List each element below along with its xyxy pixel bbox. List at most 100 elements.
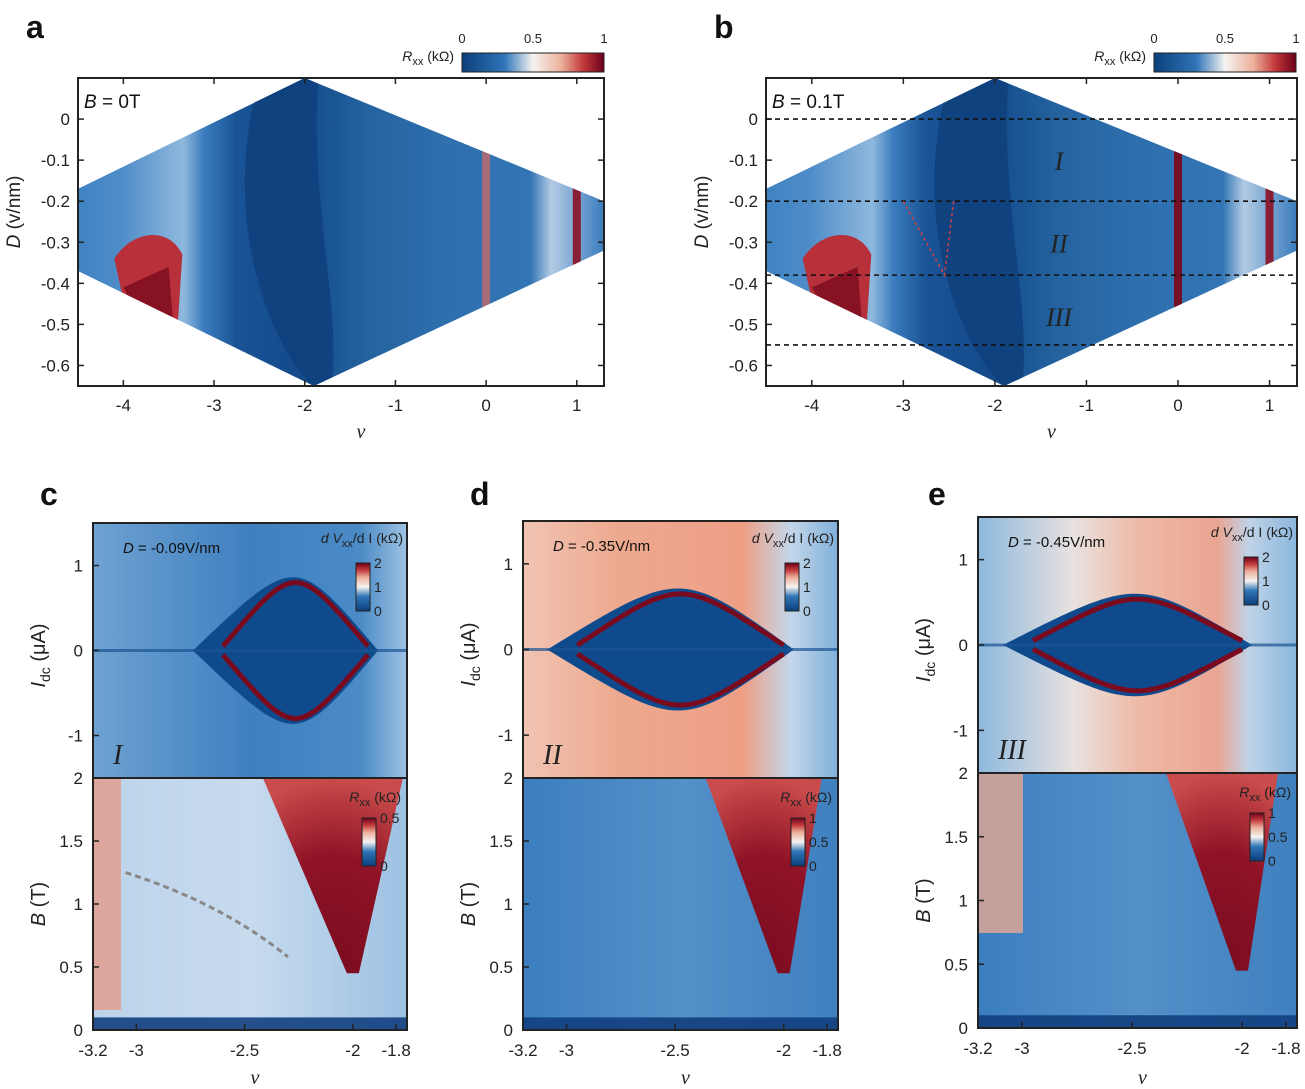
resistive-line-nu1 — [572, 78, 581, 386]
region-label: III — [1045, 303, 1073, 332]
resistive-line-nu1 — [1265, 78, 1274, 386]
y-tick-label: 1 — [74, 895, 83, 914]
top-y-axis-label: Idc (μA) — [458, 622, 483, 686]
x-tick-label: -2 — [987, 396, 1002, 415]
y-tick-label: 1.5 — [59, 832, 83, 851]
x-tick-label: 0 — [481, 396, 490, 415]
top-colorbar — [784, 562, 800, 612]
y-tick-label: 0 — [61, 110, 70, 129]
x-tick-label: 0 — [1173, 396, 1182, 415]
colorbar-tick-label: 0 — [374, 603, 382, 619]
bottom-colorbar — [1249, 812, 1265, 862]
x-axis-label: ν — [1047, 421, 1056, 443]
y-tick-label: -0.1 — [41, 151, 70, 170]
colorbar-tick-label: 2 — [374, 555, 382, 571]
y-tick-label: -0.4 — [41, 274, 70, 293]
x-tick-label: -1.8 — [382, 1041, 411, 1060]
region-label: I — [112, 740, 124, 771]
top-colorbar — [355, 562, 371, 612]
y-tick-label: 1 — [74, 557, 83, 576]
top-colorbar — [1243, 556, 1259, 606]
y-axis-label: D (v/nm) — [4, 176, 25, 249]
panel-c: -3.2 -3 -2.5 -2 -1.8 ν 1 0 -1 2 1.5 1 0.5 0 Idc (μA) B … — [28, 476, 411, 1089]
panel-e: -3.2 -3 -2.5 -2 -1.8 ν 1 0 -1 2 1.5 1 0.5 0 Idc (μA) B … — [913, 476, 1301, 1089]
low-field-dark-band — [523, 1017, 838, 1030]
displacement-annotation: D = -0.35V/nm — [553, 538, 650, 555]
top-colorbar-label: d Vxx/d I (kΩ) — [752, 530, 834, 550]
y-tick-label: 0 — [749, 110, 758, 129]
y-tick-label: -0.4 — [729, 274, 758, 293]
colorbar — [1153, 52, 1297, 73]
x-tick-label: 1 — [1265, 396, 1274, 415]
x-tick-label: -2.5 — [230, 1041, 259, 1060]
colorbar — [461, 52, 605, 73]
x-tick-label: -2 — [345, 1041, 360, 1060]
colorbar-tick-label: 1 — [803, 579, 811, 595]
x-tick-label: -2.5 — [1117, 1039, 1146, 1058]
bottom-y-axis-label: B (T) — [28, 882, 50, 926]
x-tick-label: -4 — [804, 396, 819, 415]
y-tick-label: -0.2 — [729, 192, 758, 211]
heatmap-region — [78, 78, 604, 386]
y-tick-label: 0 — [504, 1021, 513, 1040]
x-tick-label: -1 — [388, 396, 403, 415]
panel-a: -4 -3 -2 -1 0 1 0 -0.1 -0.2 -0.3 -0.4 -0.5 -0.6 ν D (v… — [4, 9, 608, 443]
x-tick-label: -1.8 — [1271, 1039, 1300, 1058]
y-tick-label: -0.3 — [729, 233, 758, 252]
x-tick-label: -1 — [1079, 396, 1094, 415]
colorbar-tick-label: 1 — [1262, 573, 1270, 589]
y-tick-label: -0.1 — [729, 151, 758, 170]
region-label: II — [1049, 229, 1069, 258]
colorbar-tick-label: 1 — [1268, 805, 1276, 821]
plot-frame — [77, 77, 605, 387]
x-tick-label: -2 — [297, 396, 312, 415]
colorbar-tick-label: 0.5 — [1216, 31, 1234, 46]
x-axis-label: ν — [357, 421, 366, 443]
colorbar-tick-label: 0 — [1262, 597, 1270, 613]
y-tick-label: 0 — [74, 642, 83, 661]
colorbar-tick-label: 2 — [1262, 549, 1270, 565]
x-tick-label: -3 — [1014, 1039, 1029, 1058]
x-tick-label: -3.2 — [508, 1041, 537, 1060]
region-label: I — [1054, 147, 1065, 176]
top-colorbar-label: d Vxx/d I (kΩ) — [321, 530, 403, 550]
y-tick-label: -1 — [498, 726, 513, 745]
top-y-axis-label: Idc (μA) — [28, 623, 53, 687]
y-tick-label: 0 — [74, 1021, 83, 1040]
region-label: II — [542, 740, 563, 771]
critical-current-upper — [1031, 596, 1244, 643]
displacement-annotation: D = -0.45V/nm — [1008, 534, 1105, 551]
y-tick-label: 0.5 — [59, 958, 83, 977]
y-tick-label: 0 — [959, 1019, 968, 1038]
y-tick-label: 1 — [504, 555, 513, 574]
x-tick-label: -3.2 — [963, 1039, 992, 1058]
panel-label: b — [714, 9, 734, 45]
y-tick-label: 0.5 — [489, 958, 513, 977]
y-tick-label: 0.5 — [944, 955, 968, 974]
y-tick-label: 1 — [959, 892, 968, 911]
colorbar-label: Rxx (kΩ) — [402, 48, 454, 68]
displacement-annotation: D = -0.09V/nm — [123, 540, 220, 557]
plot-frame — [765, 77, 1298, 387]
x-tick-label: -3 — [896, 396, 911, 415]
colorbar-tick-label: 1 — [374, 579, 382, 595]
x-tick-label: -2 — [1234, 1039, 1249, 1058]
resistive-line-nu0 — [482, 78, 491, 386]
y-tick-label: -0.3 — [41, 233, 70, 252]
colorbar-tick-label: 0 — [458, 31, 465, 46]
colorbar-tick-label: 0.5 — [809, 834, 829, 850]
colorbar-tick-label: 2 — [803, 555, 811, 571]
y-axis-label: D (v/nm) — [692, 176, 713, 249]
red-dashed-guide — [902, 200, 955, 278]
bottom-colorbar-label: Rxx (kΩ) — [1239, 784, 1291, 804]
x-axis-label: ν — [251, 1067, 260, 1089]
y-tick-label: -0.5 — [729, 315, 758, 334]
panel-b: -4 -3 -2 -1 0 1 0 -0.1 -0.2 -0.3 -0.4 -0.5 -0.6 ν D (v… — [692, 9, 1300, 443]
field-annotation: B = 0T — [84, 92, 141, 113]
left-edge-red-strip — [93, 778, 121, 1010]
panel-label: c — [40, 476, 58, 512]
resistive-line-nu0 — [1173, 78, 1182, 386]
critical-current-upper — [575, 591, 786, 648]
dashed-guide-curve — [125, 871, 289, 959]
